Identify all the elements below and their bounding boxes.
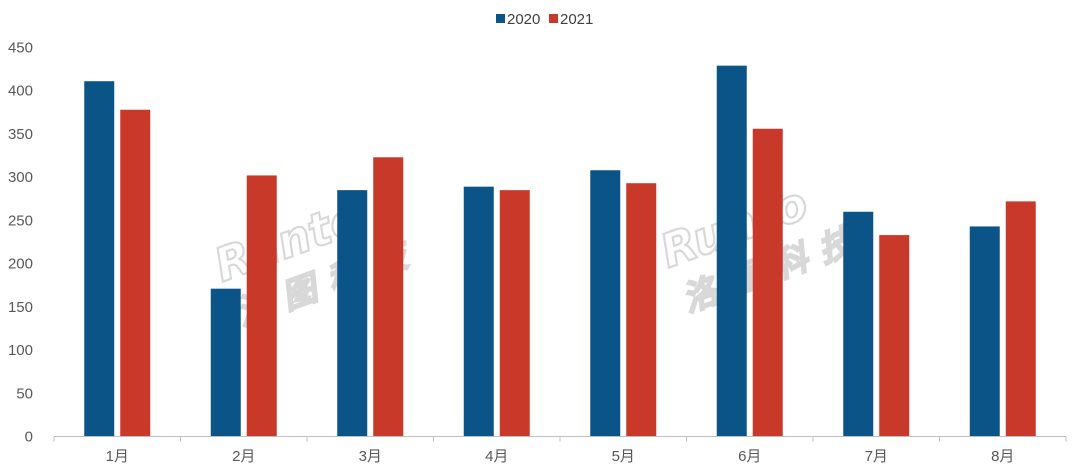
- x-tick-label: 5月: [612, 448, 635, 465]
- y-tick-label: 350: [8, 126, 33, 143]
- x-tick-label: 2月: [232, 448, 255, 465]
- bar-2021: [626, 183, 657, 437]
- bar-2020: [463, 186, 494, 437]
- y-tick-label: 50: [16, 385, 33, 402]
- bar-2020: [716, 65, 747, 437]
- y-tick-label: 250: [8, 212, 33, 229]
- bar-2021: [246, 175, 277, 437]
- x-tick-label: 3月: [359, 448, 382, 465]
- y-axis: 0 50 100 150 200 250 300 350 400 450: [8, 40, 33, 446]
- x-tick-label: 4月: [485, 448, 508, 465]
- bar-2020: [84, 81, 115, 437]
- bar-2020: [590, 170, 621, 437]
- x-tick-label: 7月: [865, 448, 888, 465]
- bar-2021: [499, 190, 530, 437]
- legend-swatch-2021: [549, 14, 558, 23]
- y-tick-label: 400: [8, 83, 33, 100]
- y-tick-label: 200: [8, 256, 33, 273]
- y-tick-label: 450: [8, 40, 33, 57]
- legend-label-2021: 2021: [560, 11, 593, 28]
- legend-swatch-2020: [496, 14, 505, 23]
- y-tick-label: 150: [8, 299, 33, 316]
- bar-2021: [120, 109, 151, 437]
- bar-2021: [1005, 201, 1036, 437]
- y-tick-label: 100: [8, 342, 33, 359]
- bar-2020: [969, 226, 1000, 437]
- bar-2020: [210, 288, 241, 437]
- legend-label-2020: 2020: [507, 11, 540, 28]
- x-tick-label: 6月: [738, 448, 761, 465]
- bars-group: [84, 65, 1036, 437]
- y-tick-label: 300: [8, 169, 33, 186]
- x-tick-label: 8月: [991, 448, 1014, 465]
- bar-2020: [843, 211, 874, 437]
- bar-2020: [337, 190, 368, 437]
- x-tick-label: 1月: [106, 448, 129, 465]
- x-axis: 1月 2月 3月 4月 5月 6月 7月 8月: [53, 436, 1067, 465]
- y-tick-label: 0: [25, 429, 33, 446]
- bar-2021: [879, 235, 910, 437]
- bar-2021: [373, 157, 404, 437]
- legend: 2020 2021: [496, 11, 593, 28]
- bar-2021: [752, 128, 783, 437]
